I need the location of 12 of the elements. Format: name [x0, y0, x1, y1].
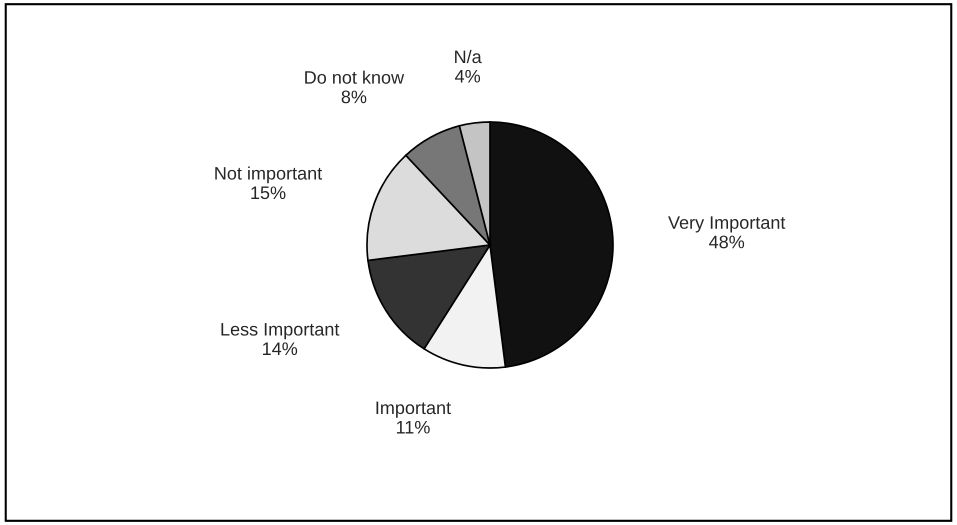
data-label: 8%	[342, 90, 366, 104]
data-label: 14%	[263, 342, 298, 356]
data-label: 4%	[455, 70, 480, 83]
slice-label: Less Important	[221, 323, 340, 340]
data-label: 48%	[709, 236, 744, 248]
data-label: 15%	[251, 186, 286, 200]
slice-label: Very Important	[668, 216, 786, 232]
data-label: 11%	[396, 420, 430, 434]
slice-label: N/a	[455, 50, 482, 64]
slice-label: Important	[376, 402, 451, 418]
slice-label: Not important	[215, 166, 322, 184]
slice-label: Do not know	[305, 70, 404, 84]
